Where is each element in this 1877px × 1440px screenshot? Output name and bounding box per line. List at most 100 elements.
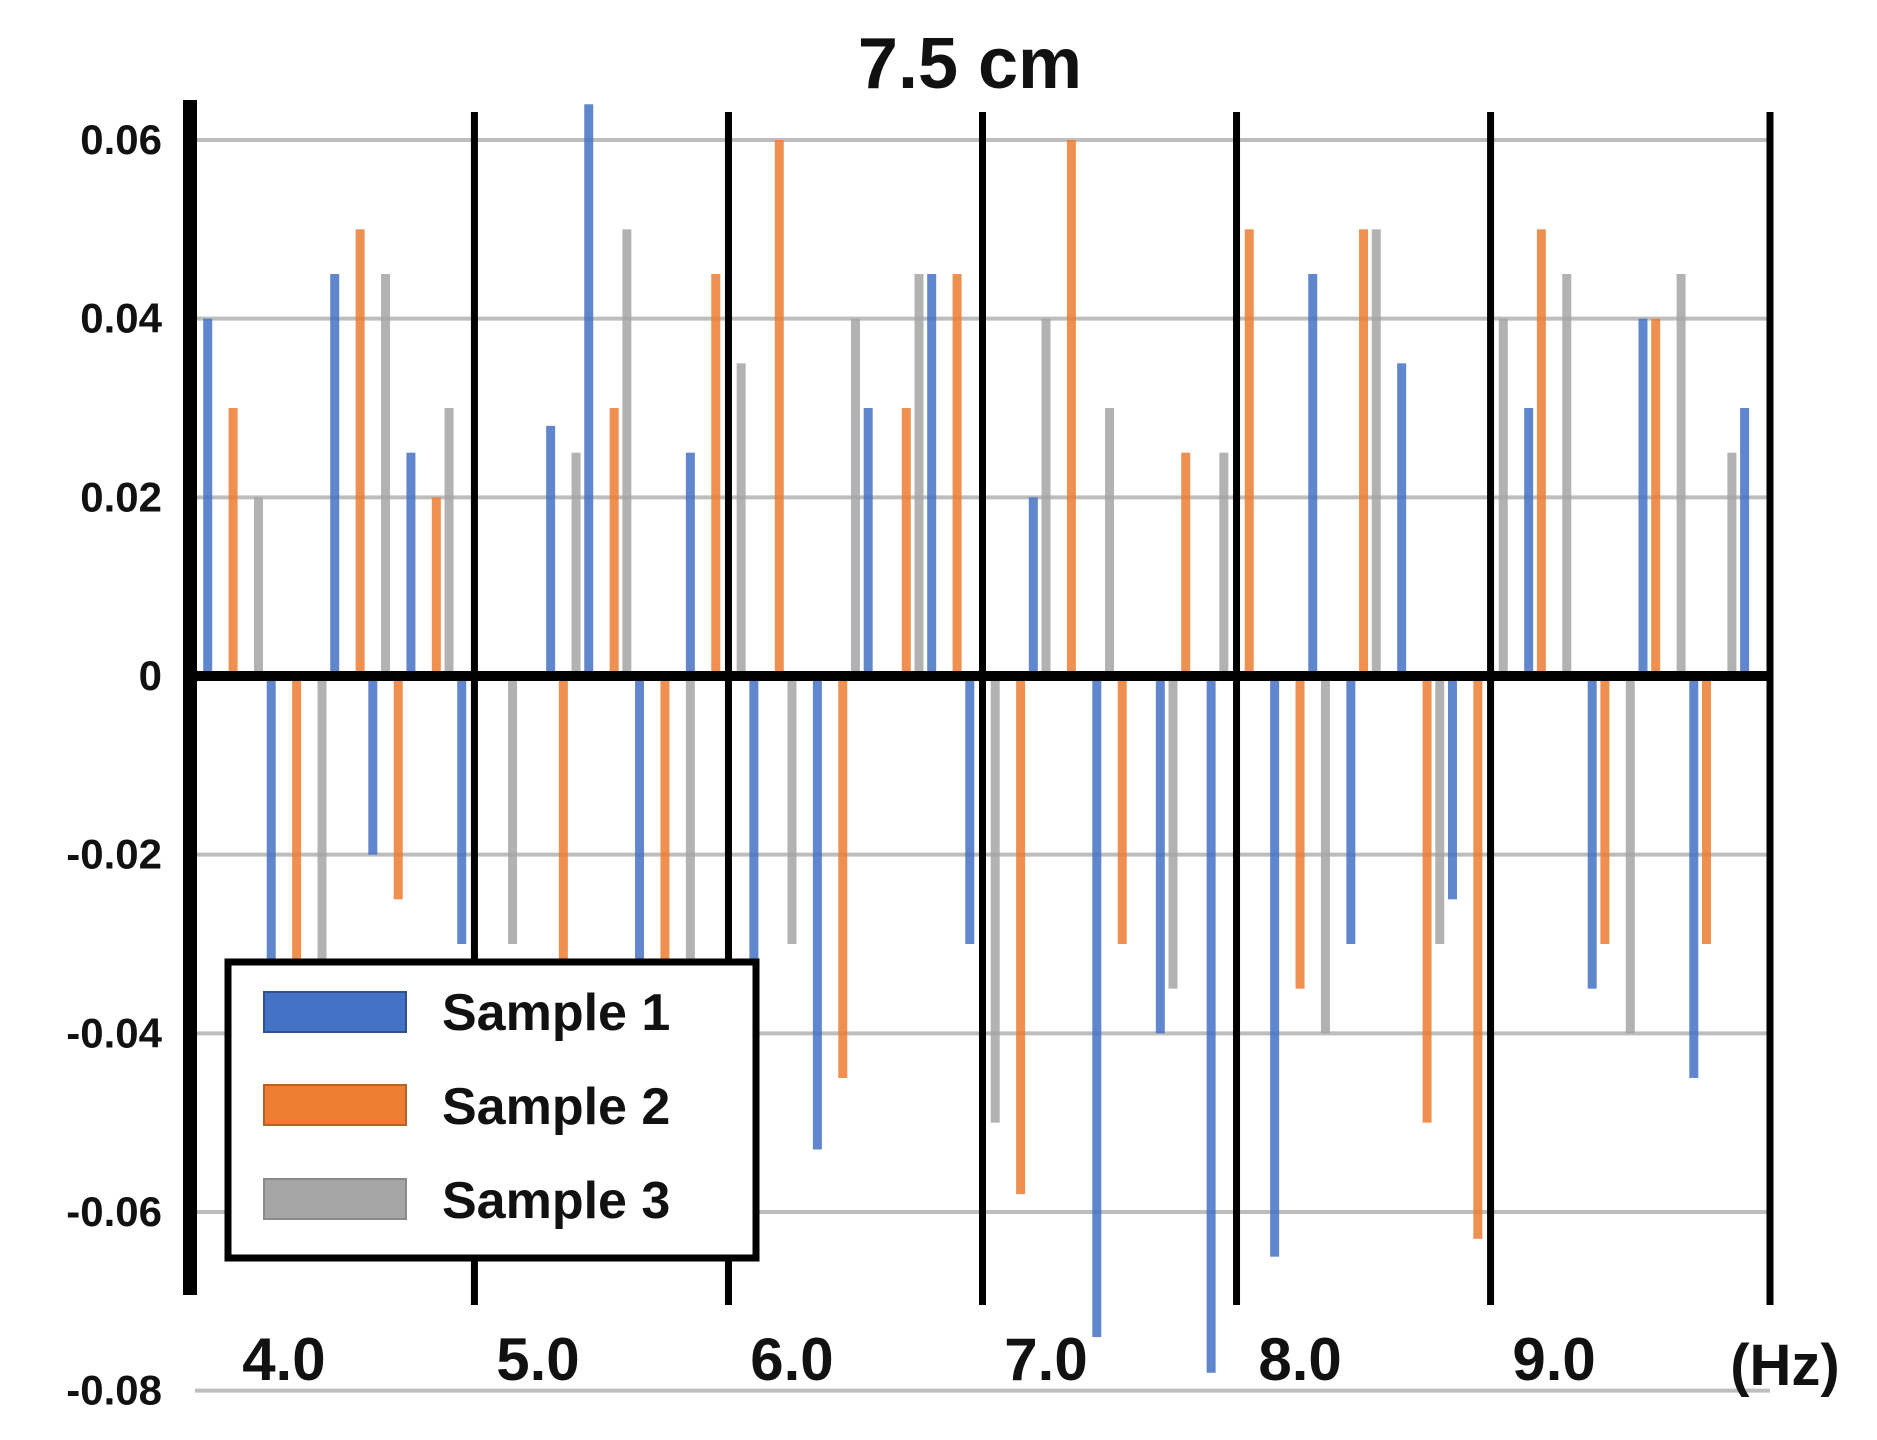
legend-label-sample-3: Sample 3: [442, 1172, 670, 1230]
y-tick-label-2: 0.02: [80, 473, 162, 520]
legend-swatch-sample-2: [263, 1084, 407, 1126]
bar-sample-1-6: [546, 425, 556, 676]
bar-sample-2-22: [1536, 229, 1546, 677]
bar-sample-3-1: [317, 676, 327, 989]
bar-sample-1-28: [1740, 408, 1750, 676]
axes: [183, 100, 1774, 1305]
bar-sample-2-5: [558, 676, 568, 1034]
bar-sample-3-10: [850, 318, 860, 676]
bar-sample-3-8: [736, 363, 746, 676]
bar-sample-2-6: [609, 408, 619, 676]
x-tick-label-1: 5.0: [496, 1326, 579, 1393]
legend-swatch-sample-3: [263, 1178, 407, 1220]
legend-label-sample-2: Sample 2: [442, 1078, 670, 1136]
bar-sample-1-27: [1689, 676, 1699, 1078]
y-tick-label-7: -0.08: [66, 1367, 162, 1414]
bar-sample-3-22: [1625, 676, 1635, 1034]
bar-sample-2-17: [1244, 229, 1254, 677]
bar-sample-3-4: [508, 676, 518, 944]
y-tick-label-3: 0: [139, 652, 162, 699]
bar-sample-3-2: [381, 274, 391, 676]
bar-sample-2-7: [660, 676, 670, 989]
bar-sample-1-7: [584, 104, 594, 677]
bar-sample-1-18: [1206, 676, 1216, 1373]
bar-sample-2-19: [1359, 229, 1369, 677]
bar-sample-1-1: [266, 676, 276, 1034]
bar-sample-1-17: [1155, 676, 1165, 1034]
bar-sample-1-16: [1092, 676, 1102, 1338]
bar-sample-2-0: [228, 408, 238, 676]
bar-sample-3-5: [571, 452, 581, 676]
bar-sample-3-13: [1041, 318, 1051, 676]
bar-sample-2-21: [1473, 676, 1483, 1239]
bar-sample-2-24: [1651, 318, 1661, 676]
legend-swatch-sample-1: [263, 991, 407, 1033]
bar-sample-2-16: [1181, 452, 1191, 676]
y-tick-label-1: 0.04: [80, 295, 162, 342]
bar-sample-2-2: [355, 229, 365, 677]
bar-sample-1-3: [368, 676, 378, 855]
chart-title: 7.5 cm: [858, 24, 1082, 104]
y-tick-label-4: -0.02: [66, 831, 162, 878]
bar-sample-1-20: [1308, 274, 1318, 676]
bar-sample-1-21: [1346, 676, 1356, 944]
bar-sample-3-11: [914, 274, 924, 676]
bar-sample-3-7: [685, 676, 695, 1034]
legend-label-sample-1: Sample 1: [442, 984, 670, 1042]
x-tick-label-0: 4.0: [242, 1326, 325, 1393]
bar-sample-1-15: [1028, 497, 1038, 676]
bar-sample-2-13: [1016, 676, 1026, 1195]
bar-sample-3-17: [1320, 676, 1330, 1034]
bar-sample-3-0: [254, 497, 264, 676]
bar-sample-2-23: [1600, 676, 1610, 944]
bar-sample-1-0: [203, 318, 213, 676]
bar-sample-3-6: [622, 229, 632, 677]
bar-sample-3-14: [1105, 408, 1115, 676]
bar-sample-1-5: [457, 676, 467, 944]
bar-sample-1-19: [1270, 676, 1280, 1257]
x-tick-label-5: 9.0: [1512, 1326, 1595, 1393]
legend: Sample 1 Sample 2 Sample 3: [224, 958, 760, 1262]
bar-sample-1-25: [1587, 676, 1597, 989]
bar-sample-3-16: [1219, 452, 1229, 676]
bar-sample-1-9: [685, 452, 695, 676]
bar-sample-2-14: [1066, 140, 1076, 676]
bar-sample-2-8: [711, 274, 721, 676]
bar-sample-2-18: [1295, 676, 1305, 989]
bar-sample-1-23: [1447, 676, 1457, 900]
x-ticks: 4.0 5.0 6.0 7.0 8.0 9.0: [242, 1326, 1596, 1393]
bar-sample-1-14: [965, 676, 975, 944]
bar-sample-3-20: [1498, 318, 1508, 676]
bar-sample-1-8: [635, 676, 645, 989]
y-tick-label-0: 0.06: [80, 116, 162, 163]
bar-sample-1-11: [812, 676, 822, 1150]
bar-sample-1-10: [749, 676, 759, 1034]
bar-sample-1-2: [330, 274, 340, 676]
bar-sample-1-24: [1524, 408, 1534, 676]
bar-sample-3-3: [444, 408, 454, 676]
bar-sample-3-19: [1435, 676, 1445, 944]
bar-sample-3-18: [1371, 229, 1381, 677]
bar-sample-3-9: [787, 676, 797, 944]
bar-sample-3-12: [990, 676, 1000, 1123]
bar-sample-1-13: [927, 274, 937, 676]
bar-sample-2-15: [1117, 676, 1127, 944]
bar-sample-1-22: [1397, 363, 1407, 676]
bar-sample-2-25: [1701, 676, 1711, 944]
bar-sample-3-24: [1727, 452, 1737, 676]
bar-sample-3-23: [1676, 274, 1686, 676]
bar-sample-2-3: [393, 676, 403, 900]
bar-sample-2-1: [292, 676, 302, 1034]
bars: [203, 104, 1750, 1373]
bar-sample-2-4: [431, 497, 441, 676]
bar-sample-2-9: [774, 140, 784, 676]
x-tick-label-3: 7.0: [1004, 1326, 1087, 1393]
x-tick-label-4: 8.0: [1258, 1326, 1341, 1393]
y-ticks: 0.06 0.04 0.02 0 -0.02 -0.04 -0.06 -0.08: [66, 116, 162, 1414]
bar-sample-2-11: [901, 408, 911, 676]
bar-sample-2-12: [952, 274, 962, 676]
bar-sample-2-20: [1422, 676, 1432, 1123]
bar-sample-1-12: [863, 408, 873, 676]
bar-sample-2-10: [838, 676, 848, 1078]
